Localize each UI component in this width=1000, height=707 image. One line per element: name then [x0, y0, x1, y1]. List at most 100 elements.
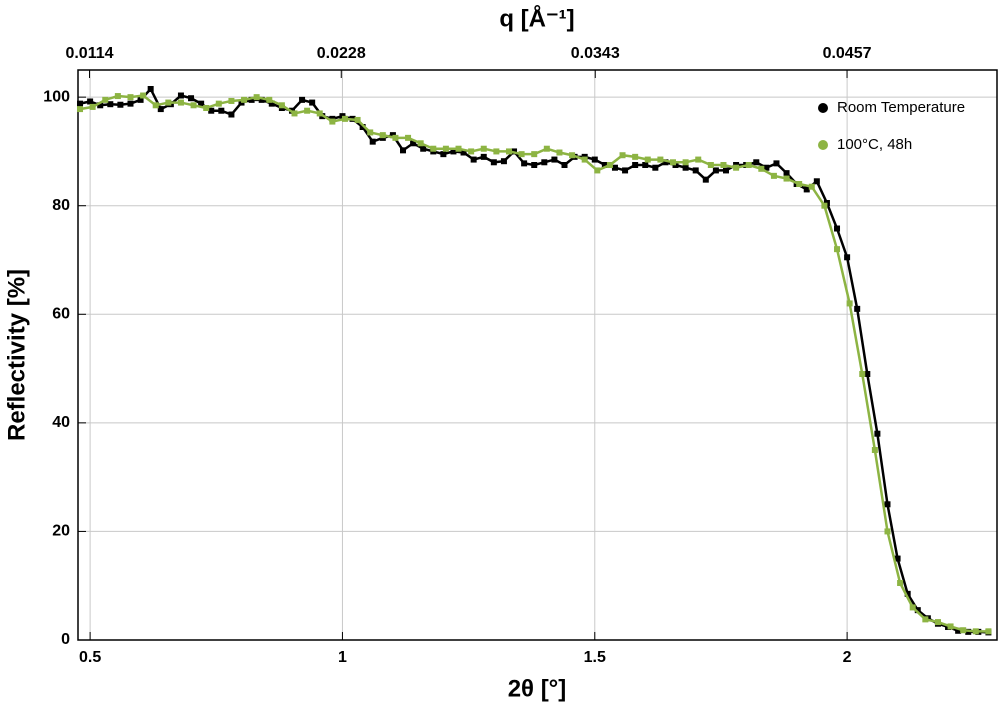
top-tick-label: 0.0343 [571, 45, 620, 62]
data-point [228, 97, 235, 104]
data-point [591, 156, 598, 163]
data-point [541, 159, 548, 166]
data-point [695, 156, 702, 163]
x-tick-label: 1.5 [584, 649, 606, 666]
data-point [753, 159, 760, 166]
data-point [470, 156, 477, 163]
data-point [114, 93, 121, 100]
data-point [392, 134, 399, 141]
series-line [79, 94, 989, 633]
data-point [137, 96, 144, 103]
y-tick-label: 0 [61, 631, 70, 648]
data-point [632, 162, 639, 168]
data-point [808, 183, 815, 190]
data-point [157, 106, 164, 113]
data-point [420, 145, 427, 152]
data-point [692, 167, 699, 174]
data-point [518, 151, 525, 158]
data-point [859, 371, 866, 377]
data-point [884, 501, 891, 508]
data-point [864, 371, 871, 377]
data-point [894, 555, 901, 562]
y-tick-label: 40 [52, 414, 70, 431]
data-point [460, 149, 467, 156]
data-point [218, 107, 225, 114]
data-point [985, 628, 992, 635]
data-point [359, 124, 366, 130]
data-point [712, 167, 719, 174]
data-point [632, 153, 639, 160]
x-tick-label: 2 [843, 649, 852, 666]
data-point [450, 148, 457, 155]
data-point [955, 627, 962, 634]
data-point [379, 132, 386, 139]
data-point [670, 159, 677, 166]
data-point [490, 159, 497, 166]
data-point [468, 148, 475, 155]
data-point [934, 619, 941, 626]
data-point [773, 160, 780, 167]
data-point [500, 158, 507, 165]
data-point [442, 145, 449, 152]
top-axis-title: q [Å⁻¹] [499, 4, 574, 32]
data-point [884, 528, 891, 535]
data-point [177, 92, 184, 99]
data-point [208, 107, 215, 114]
series-line [79, 86, 989, 634]
data-point [803, 186, 810, 193]
data-point [417, 140, 424, 147]
data-point [707, 162, 714, 168]
data-point [248, 96, 255, 103]
data-point [521, 160, 528, 167]
y-tick-label: 60 [52, 306, 70, 323]
y-tick-label: 20 [52, 523, 70, 540]
data-point [440, 151, 447, 158]
x-tick-label: 1 [338, 649, 347, 666]
top-tick-label: 0.0228 [317, 45, 366, 62]
data-point [97, 102, 104, 109]
legend-marker [818, 103, 828, 113]
data-point [904, 590, 911, 597]
legend-marker [818, 140, 828, 150]
data-point [268, 100, 275, 107]
data-point [241, 96, 248, 103]
data-point [682, 159, 689, 166]
data-point [897, 580, 904, 586]
data-point [89, 103, 96, 110]
data-point [367, 129, 374, 136]
data-point [215, 100, 222, 107]
data-point [304, 107, 311, 114]
data-point [813, 178, 820, 185]
data-point [834, 246, 841, 253]
data-point [642, 162, 649, 168]
data-point [960, 627, 967, 634]
data-point [922, 616, 929, 623]
data-point [854, 305, 861, 312]
data-point [480, 145, 487, 152]
data-point [299, 96, 306, 103]
data-point [258, 96, 265, 103]
data-point [834, 225, 841, 232]
data-point [190, 102, 197, 109]
plot-frame [77, 69, 998, 641]
data-point [846, 300, 853, 307]
data-point [594, 167, 601, 174]
data-point [796, 181, 803, 187]
data-point [722, 167, 729, 174]
data-point [480, 153, 487, 160]
data-point [107, 101, 114, 108]
data-point [77, 100, 84, 107]
data-point [844, 254, 851, 261]
data-point [682, 164, 689, 171]
data-point [278, 102, 285, 109]
data-point [493, 148, 500, 155]
data-point [758, 165, 765, 172]
data-point [77, 106, 84, 113]
data-point [551, 156, 558, 163]
data-point [821, 202, 828, 209]
data-point [581, 156, 588, 163]
data-point [329, 118, 336, 125]
data-point [947, 623, 954, 630]
data-point [720, 162, 727, 168]
